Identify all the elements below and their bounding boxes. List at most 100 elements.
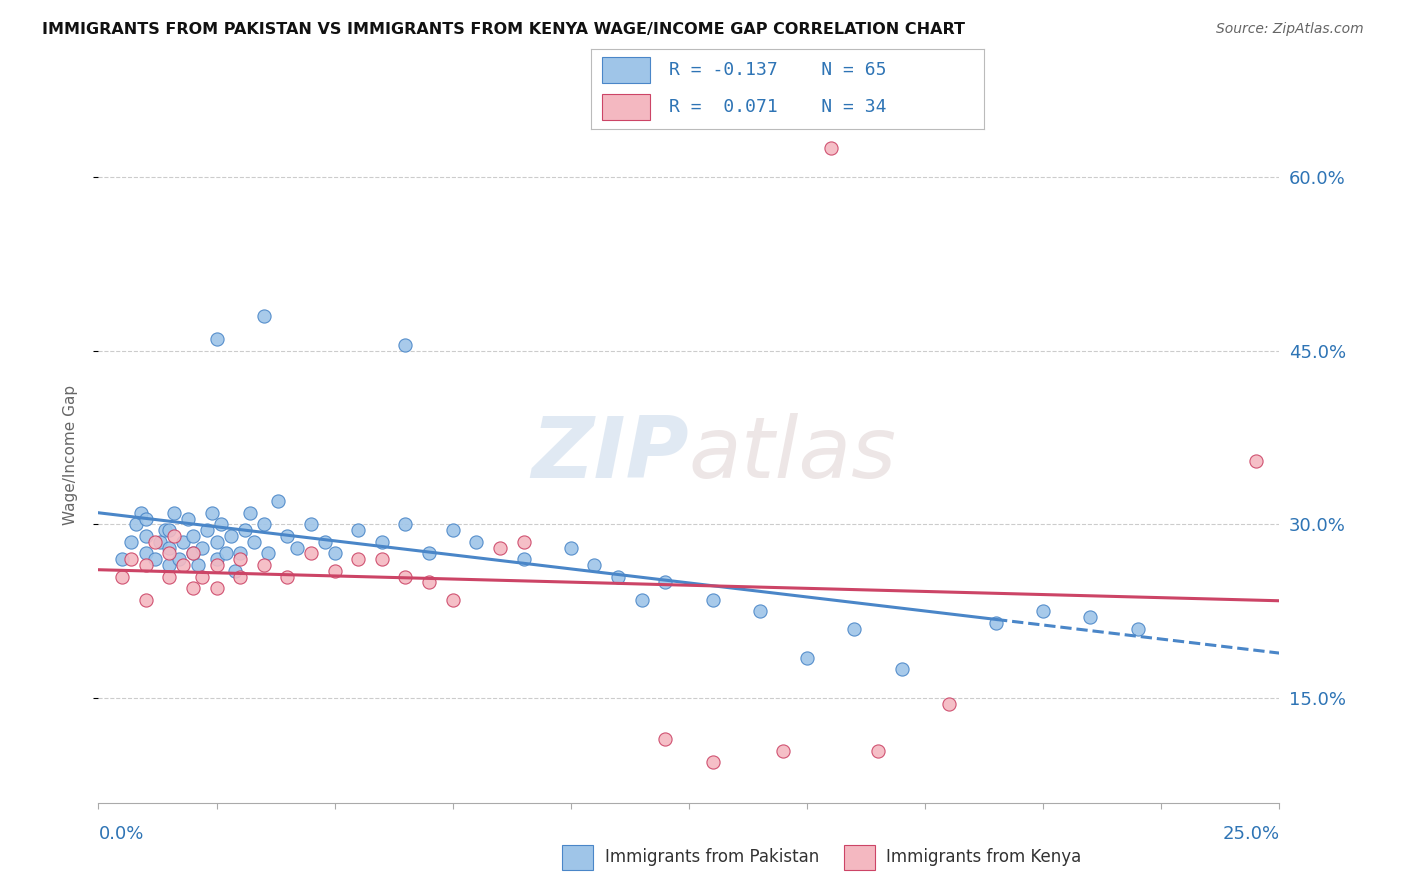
Point [654,575,676,590]
Point [153,523,176,537]
Point [157,541,180,555]
Point [299,546,322,561]
Point [224,564,246,578]
Point [219,529,242,543]
Point [167,552,190,566]
Point [205,558,228,573]
Point [157,546,180,561]
Point [181,529,204,543]
Point [239,506,262,520]
Point [465,535,488,549]
Point [157,558,180,573]
Point [129,506,152,520]
Point [347,523,370,537]
Point [181,546,204,561]
Point [111,570,134,584]
Point [323,564,346,578]
Point [125,517,148,532]
Point [195,523,218,537]
Point [560,541,582,555]
Bar [602,94,650,120]
Point [371,535,394,549]
Point [181,582,204,596]
Point [772,744,794,758]
Point [866,744,889,758]
Point [371,552,394,566]
Point [135,546,157,561]
Point [135,592,157,607]
Point [201,506,224,520]
Point [229,570,252,584]
Point [191,570,214,584]
Point [163,506,186,520]
Point [1244,453,1267,467]
Point [1080,610,1102,624]
Point [157,570,180,584]
Bar [602,57,650,83]
Text: Immigrants from Kenya: Immigrants from Kenya [886,848,1081,866]
Point [938,698,960,712]
Point [844,622,866,636]
Point [394,517,416,532]
Point [1032,605,1054,619]
Point [163,529,186,543]
Point [135,512,157,526]
Point [630,592,652,607]
Point [607,570,630,584]
Point [418,575,440,590]
Text: ZIP: ZIP [531,413,689,497]
Point [253,309,276,323]
Point [143,552,166,566]
Text: R =  0.071    N = 34: R = 0.071 N = 34 [669,98,887,116]
Point [654,731,676,746]
Point [229,546,252,561]
Text: Immigrants from Pakistan: Immigrants from Pakistan [605,848,818,866]
Point [215,546,238,561]
Text: Source: ZipAtlas.com: Source: ZipAtlas.com [1216,22,1364,37]
Point [177,512,200,526]
Point [702,592,724,607]
Point [394,570,416,584]
Point [135,529,157,543]
Point [209,517,232,532]
Point [191,541,214,555]
Point [149,535,172,549]
Point [187,558,209,573]
Point [890,662,912,677]
Text: 25.0%: 25.0% [1222,825,1279,843]
Point [243,535,266,549]
Text: 0.0%: 0.0% [98,825,143,843]
Point [205,332,228,346]
Point [583,558,606,573]
Point [205,552,228,566]
Point [157,523,180,537]
Point [267,494,290,508]
Point [702,755,724,769]
Point [111,552,134,566]
Point [229,552,252,566]
Point [257,546,280,561]
Point [441,592,464,607]
Point [323,546,346,561]
Point [121,535,143,549]
Point [205,535,228,549]
Point [299,517,322,532]
Point [253,558,276,573]
Point [314,535,336,549]
Text: R = -0.137    N = 65: R = -0.137 N = 65 [669,61,887,78]
Point [121,552,143,566]
Point [276,570,298,584]
Point [441,523,464,537]
Point [181,546,204,561]
Point [418,546,440,561]
Text: IMMIGRANTS FROM PAKISTAN VS IMMIGRANTS FROM KENYA WAGE/INCOME GAP CORRELATION CH: IMMIGRANTS FROM PAKISTAN VS IMMIGRANTS F… [42,22,965,37]
Point [748,605,770,619]
Point [394,338,416,352]
Point [984,615,1007,630]
Point [205,582,228,596]
Point [172,535,194,549]
Point [143,535,166,549]
Point [796,651,818,665]
Point [347,552,370,566]
Point [276,529,298,543]
